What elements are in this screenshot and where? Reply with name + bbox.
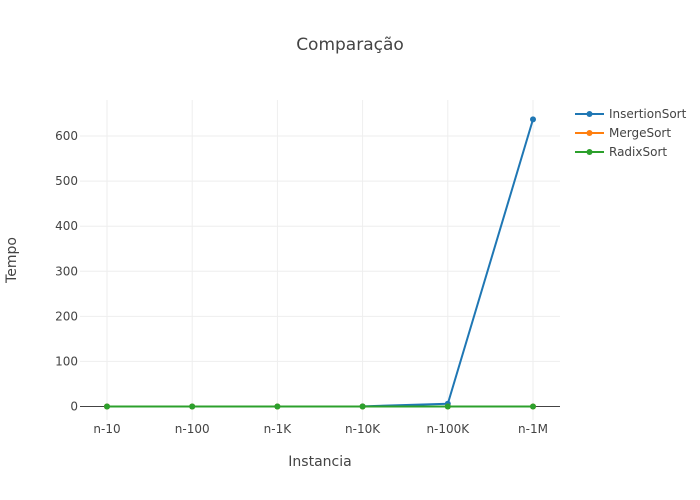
series-line bbox=[107, 119, 534, 408]
legend-label: InsertionSort bbox=[609, 107, 687, 121]
x-tick-label: n-100 bbox=[175, 422, 210, 436]
data-point[interactable] bbox=[530, 116, 536, 123]
y-tick-label: 500 bbox=[55, 174, 78, 188]
data-point[interactable] bbox=[444, 403, 451, 410]
data-point[interactable] bbox=[530, 403, 536, 410]
legend-label: MergeSort bbox=[609, 126, 671, 140]
y-axis-title: Tempo bbox=[4, 237, 20, 284]
y-tick-label: 400 bbox=[55, 219, 78, 233]
data-point[interactable] bbox=[104, 403, 110, 410]
data-point[interactable] bbox=[274, 403, 281, 410]
legend-item-mergesort[interactable]: MergeSort bbox=[575, 126, 671, 140]
legend[interactable]: InsertionSort MergeSort RadixSort bbox=[575, 107, 687, 159]
legend-marker bbox=[586, 130, 593, 136]
x-tick-label: n-100K bbox=[426, 422, 470, 436]
y-axis: 0 100 200 300 400 500 600 bbox=[55, 129, 78, 413]
x-tick-label: n-1K bbox=[264, 422, 293, 436]
x-tick-label: n-10 bbox=[93, 422, 120, 436]
y-tick-label: 100 bbox=[55, 354, 78, 368]
data-point[interactable] bbox=[189, 403, 196, 410]
x-axis-title: Instancia bbox=[288, 454, 351, 470]
y-tick-label: 0 bbox=[70, 399, 78, 413]
data-point[interactable] bbox=[359, 403, 366, 410]
legend-item-insertionsort[interactable]: InsertionSort bbox=[575, 107, 687, 121]
chart-title: Comparação bbox=[296, 35, 404, 55]
series-insertionsort bbox=[104, 116, 536, 410]
x-axis: n-10 n-100 n-1K n-10K n-100K n-1M bbox=[93, 422, 548, 436]
y-tick-label: 200 bbox=[55, 309, 78, 323]
legend-marker bbox=[586, 111, 593, 117]
grid bbox=[80, 100, 560, 420]
y-tick-label: 600 bbox=[55, 129, 78, 143]
legend-label: RadixSort bbox=[609, 145, 667, 159]
x-tick-label: n-10K bbox=[345, 422, 381, 436]
series-radixsort bbox=[104, 403, 536, 410]
legend-marker bbox=[586, 149, 593, 155]
plot-area bbox=[104, 116, 536, 410]
legend-item-radixsort[interactable]: RadixSort bbox=[575, 145, 667, 159]
y-tick-label: 300 bbox=[55, 264, 78, 278]
x-tick-label: n-1M bbox=[518, 422, 548, 436]
